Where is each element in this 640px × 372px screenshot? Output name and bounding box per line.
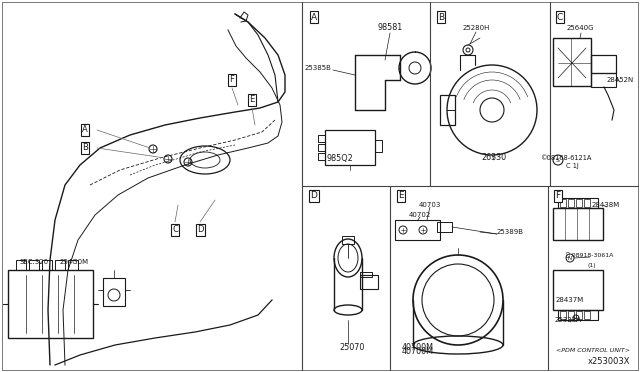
Bar xyxy=(568,311,574,319)
Text: 25280H: 25280H xyxy=(462,25,490,31)
Bar xyxy=(318,135,325,142)
Bar xyxy=(8,270,93,338)
Text: A: A xyxy=(311,13,317,22)
Text: ©08168-6121A: ©08168-6121A xyxy=(540,155,592,161)
Text: 25389B: 25389B xyxy=(497,229,524,235)
Bar xyxy=(560,311,566,319)
Bar xyxy=(558,198,598,208)
Text: F: F xyxy=(556,192,561,201)
Bar xyxy=(68,260,78,270)
Text: (1): (1) xyxy=(588,263,596,267)
Bar xyxy=(29,260,39,270)
Text: 40703: 40703 xyxy=(419,202,441,208)
Text: x253003X: x253003X xyxy=(588,357,630,366)
Text: 40702: 40702 xyxy=(409,212,431,218)
Bar xyxy=(318,153,325,160)
Text: 28438M: 28438M xyxy=(592,202,620,208)
Bar xyxy=(591,73,616,87)
Bar xyxy=(576,199,582,207)
Text: C 1J: C 1J xyxy=(566,163,579,169)
Bar xyxy=(55,260,65,270)
Text: 26330: 26330 xyxy=(481,154,507,163)
Bar xyxy=(584,311,590,319)
Text: S: S xyxy=(556,157,560,163)
Text: 98581: 98581 xyxy=(378,23,403,32)
Bar xyxy=(375,140,382,152)
Text: 25385B: 25385B xyxy=(305,65,332,71)
Bar xyxy=(584,199,590,207)
Text: B: B xyxy=(438,13,444,22)
Bar xyxy=(342,236,354,244)
Bar xyxy=(440,95,455,125)
Bar xyxy=(360,272,372,277)
Text: 40700M: 40700M xyxy=(402,347,434,356)
Text: N: N xyxy=(568,256,572,260)
Text: 294G0M: 294G0M xyxy=(60,259,89,265)
Text: Ⓝ 08918-3061A: Ⓝ 08918-3061A xyxy=(566,252,614,258)
Bar xyxy=(553,208,603,240)
Bar xyxy=(568,199,574,207)
Text: 25640G: 25640G xyxy=(566,25,594,31)
Text: SEC.320: SEC.320 xyxy=(20,259,49,265)
Bar xyxy=(16,260,26,270)
Text: B: B xyxy=(82,144,88,153)
Text: C: C xyxy=(557,13,563,22)
Text: 985Q2: 985Q2 xyxy=(326,154,353,163)
Bar xyxy=(437,222,452,232)
Bar xyxy=(591,55,616,73)
Text: F: F xyxy=(230,76,234,84)
Bar xyxy=(325,130,375,165)
Text: <PDM CONTROL UNIT>: <PDM CONTROL UNIT> xyxy=(556,347,630,353)
Text: E: E xyxy=(250,96,255,105)
Bar xyxy=(42,260,52,270)
Bar xyxy=(576,311,582,319)
Text: 28437M: 28437M xyxy=(556,297,584,303)
Text: C: C xyxy=(172,225,178,234)
Text: 28452N: 28452N xyxy=(606,77,634,83)
Text: D: D xyxy=(196,225,204,234)
Bar xyxy=(318,144,325,151)
Bar xyxy=(558,310,598,320)
Bar xyxy=(560,199,566,207)
Text: 25323A: 25323A xyxy=(555,317,581,323)
Text: 25070: 25070 xyxy=(339,343,365,353)
Text: A: A xyxy=(82,125,88,135)
Text: 40700M: 40700M xyxy=(402,343,434,353)
Bar xyxy=(395,220,440,240)
Bar xyxy=(553,38,591,86)
Bar xyxy=(553,270,603,310)
Text: D: D xyxy=(310,192,317,201)
Bar xyxy=(360,275,378,289)
Bar xyxy=(103,278,125,306)
Text: E: E xyxy=(398,192,404,201)
